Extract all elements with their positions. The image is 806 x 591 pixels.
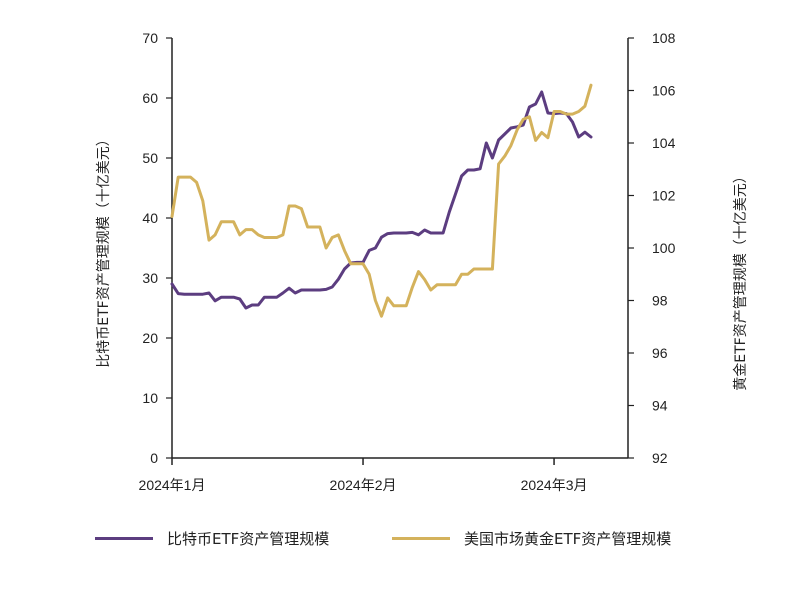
left-y-axis: 0 10 20 30 40 50 60 70 bbox=[142, 30, 173, 466]
right-tick-label: 104 bbox=[652, 135, 676, 151]
legend: 比特币ETF资产管理规模 美国市场黄金ETF资产管理规模 bbox=[0, 528, 806, 558]
right-tick-label: 100 bbox=[652, 240, 676, 256]
legend-item-gold: 美国市场黄金ETF资产管理规模 bbox=[392, 528, 671, 549]
left-tick-label: 60 bbox=[142, 90, 158, 106]
right-y-axis: 92 94 96 98 100 102 104 106 108 bbox=[627, 30, 676, 466]
series-line-gold bbox=[170, 83, 593, 318]
left-tick-label: 10 bbox=[142, 390, 158, 406]
right-tick-label: 98 bbox=[652, 293, 668, 309]
x-tick-label: 2024年3月 bbox=[521, 477, 588, 493]
series-line-bitcoin bbox=[170, 90, 593, 310]
series-lines bbox=[170, 83, 593, 318]
left-tick-label: 0 bbox=[150, 450, 158, 466]
x-axis: 2024年1月 2024年2月 2024年3月 bbox=[139, 457, 628, 493]
legend-label-gold: 美国市场黄金ETF资产管理规模 bbox=[464, 530, 672, 548]
right-tick-label: 106 bbox=[652, 83, 676, 99]
right-tick-label: 96 bbox=[652, 345, 668, 361]
left-tick-label: 30 bbox=[142, 270, 158, 286]
right-tick-label: 108 bbox=[652, 30, 676, 46]
x-tick-label: 2024年1月 bbox=[139, 477, 206, 493]
left-tick-label: 20 bbox=[142, 330, 158, 346]
right-tick-label: 94 bbox=[652, 398, 668, 414]
right-axis-title: 黄金ETF资产管理规模（十亿美元） bbox=[732, 169, 749, 390]
legend-swatch-gold bbox=[392, 537, 450, 540]
legend-swatch-bitcoin bbox=[95, 537, 153, 540]
legend-item-bitcoin: 比特币ETF资产管理规模 bbox=[95, 528, 329, 549]
right-tick-label: 92 bbox=[652, 450, 668, 466]
x-tick-label: 2024年2月 bbox=[330, 477, 397, 493]
legend-label-bitcoin: 比特币ETF资产管理规模 bbox=[167, 530, 330, 548]
left-tick-label: 50 bbox=[142, 150, 158, 166]
left-axis-title: 比特币ETF资产管理规模（十亿美元） bbox=[96, 132, 112, 367]
right-tick-label: 102 bbox=[652, 188, 676, 204]
left-tick-label: 40 bbox=[142, 210, 158, 226]
left-tick-label: 70 bbox=[142, 30, 158, 46]
